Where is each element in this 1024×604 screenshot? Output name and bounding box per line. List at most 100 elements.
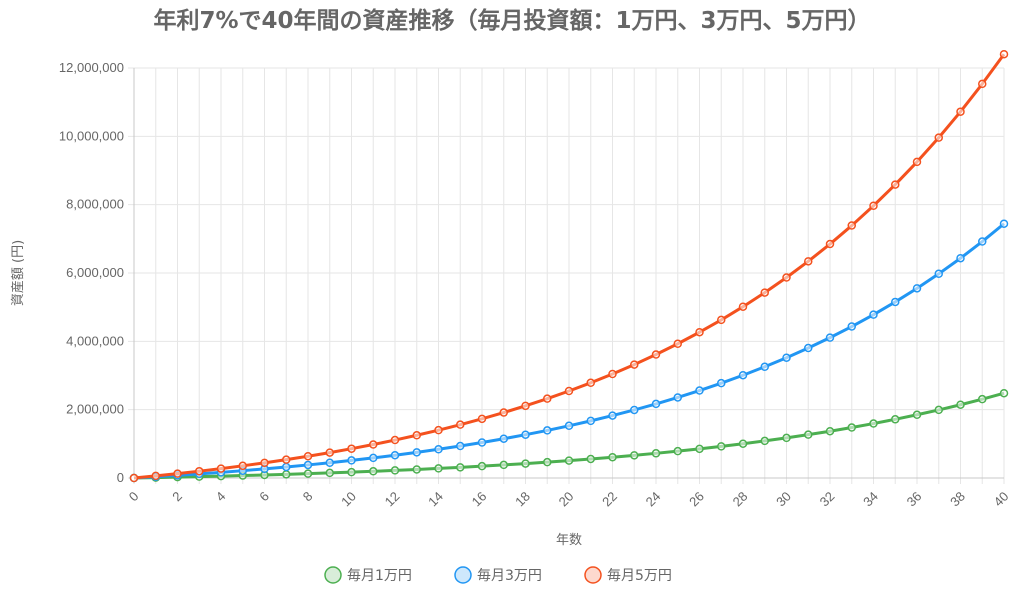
data-point <box>543 426 552 435</box>
data-point <box>717 442 726 451</box>
data-point <box>303 460 313 470</box>
data-point <box>760 288 769 297</box>
y-tick-label: 12,000,000 <box>59 60 124 75</box>
x-tick-label: 30 <box>773 489 794 510</box>
data-point <box>717 315 726 325</box>
data-point <box>847 221 856 230</box>
data-point <box>564 421 574 431</box>
data-point <box>847 322 856 331</box>
data-point <box>543 394 552 403</box>
data-point <box>412 465 421 474</box>
data-point <box>912 157 922 167</box>
data-point <box>129 473 139 483</box>
data-point <box>825 239 835 249</box>
data-point <box>825 426 835 436</box>
data-point <box>586 378 595 388</box>
data-point <box>912 410 922 420</box>
data-point <box>630 360 639 369</box>
legend-label: 毎月3万円 <box>477 568 542 584</box>
y-tick-label: 2,000,000 <box>66 402 124 417</box>
data-point <box>825 333 835 342</box>
x-tick-label: 22 <box>599 489 620 510</box>
data-point <box>869 419 878 428</box>
data-point <box>804 343 813 353</box>
tick-labels: 0 2,000,000 4,000,000 6,000,000 8,000,000 10,… <box>59 60 1012 509</box>
data-point <box>456 420 465 429</box>
data-point <box>891 415 900 424</box>
data-point <box>695 327 704 337</box>
data-point <box>978 237 987 246</box>
data-point <box>608 452 617 462</box>
data-point <box>369 467 378 476</box>
data-point <box>630 405 639 415</box>
data-point <box>586 454 595 464</box>
data-point <box>695 444 704 454</box>
data-point <box>608 369 617 379</box>
x-tick-label: 10 <box>338 489 359 510</box>
data-point <box>347 444 356 453</box>
data-point <box>369 440 378 449</box>
x-tick-label: 40 <box>991 489 1012 510</box>
data-point <box>347 456 356 465</box>
data-point <box>999 219 1009 228</box>
data-point <box>282 455 291 464</box>
data-point <box>673 339 682 349</box>
legend-marker <box>584 566 602 584</box>
data-point <box>978 394 987 404</box>
data-point <box>934 269 943 279</box>
data-point <box>303 469 313 478</box>
data-point <box>651 350 661 359</box>
data-point <box>195 466 204 476</box>
data-point <box>434 445 443 454</box>
x-tick-label: 32 <box>817 489 838 510</box>
series-3 <box>129 49 1009 483</box>
x-tick-label: 12 <box>382 489 403 510</box>
legend-item: 毎月5万円 <box>584 566 672 584</box>
data-point <box>282 462 291 472</box>
data-point <box>804 257 813 266</box>
y-tick-label: 10,000,000 <box>59 128 124 143</box>
data-point <box>456 463 465 472</box>
data-point <box>151 471 160 481</box>
data-point <box>303 451 313 461</box>
x-tick-label: 38 <box>947 489 968 510</box>
data-point <box>521 430 530 439</box>
data-point <box>238 461 247 471</box>
data-point <box>477 438 487 447</box>
data-point <box>434 464 443 473</box>
data-point <box>651 449 661 458</box>
x-tick-label: 26 <box>686 489 707 510</box>
data-point <box>782 353 791 362</box>
data-point <box>956 253 965 263</box>
data-point <box>760 362 769 372</box>
data-point <box>347 467 356 477</box>
legend-label: 毎月1万円 <box>347 568 412 584</box>
x-tick-label: 28 <box>730 489 751 510</box>
data-point <box>390 450 400 460</box>
data-point <box>390 466 400 475</box>
data-point <box>782 433 791 443</box>
data-point <box>260 458 269 468</box>
y-tick-label: 6,000,000 <box>66 265 124 280</box>
data-point <box>173 469 182 478</box>
x-tick-label: 36 <box>904 489 925 510</box>
legend-marker <box>324 566 342 584</box>
legend: 毎月1万円 毎月3万円 毎月5万円 <box>324 566 672 584</box>
data-point <box>477 461 487 471</box>
data-point <box>999 388 1009 398</box>
data-point <box>869 310 878 319</box>
legend-label: 毎月5万円 <box>607 568 672 584</box>
x-tick-label: 20 <box>556 489 577 510</box>
data-point <box>847 423 856 432</box>
data-point <box>630 451 639 460</box>
y-tick-label: 0 <box>117 470 124 485</box>
data-point <box>651 399 661 409</box>
data-point <box>912 284 922 293</box>
series-lines <box>129 49 1009 483</box>
data-point <box>499 460 508 470</box>
data-point <box>891 297 900 307</box>
data-point <box>521 459 530 468</box>
data-point <box>999 49 1009 59</box>
data-point <box>434 425 443 435</box>
